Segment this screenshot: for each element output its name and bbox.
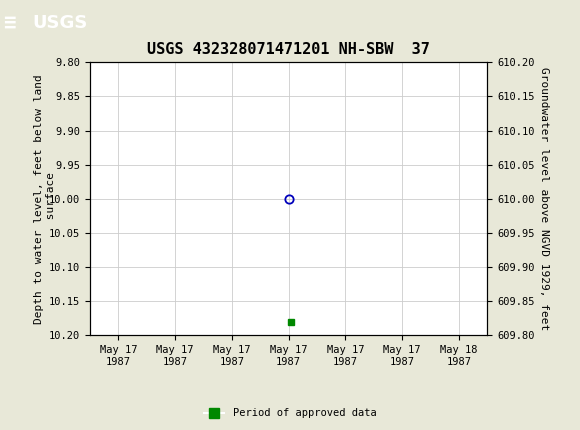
Y-axis label: Groundwater level above NGVD 1929, feet: Groundwater level above NGVD 1929, feet — [539, 67, 549, 331]
Title: USGS 432328071471201 NH-SBW  37: USGS 432328071471201 NH-SBW 37 — [147, 42, 430, 57]
Y-axis label: Depth to water level, feet below land
 surface: Depth to water level, feet below land su… — [34, 74, 56, 324]
Legend: Period of approved data: Period of approved data — [200, 404, 380, 423]
Text: ≡: ≡ — [3, 12, 16, 33]
Text: USGS: USGS — [32, 14, 87, 31]
